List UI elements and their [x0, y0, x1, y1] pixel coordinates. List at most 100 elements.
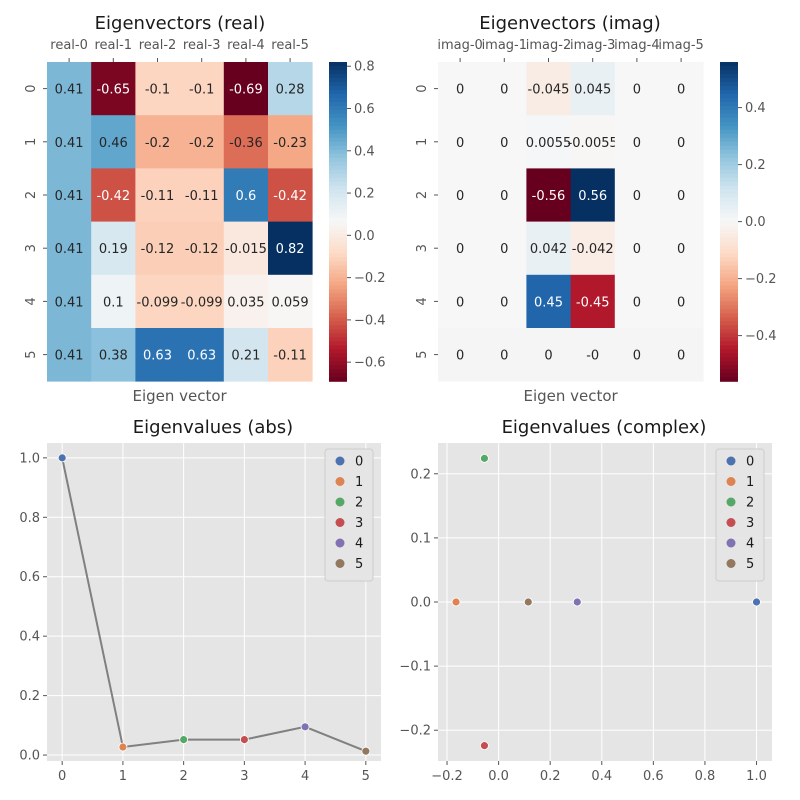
heatmap-cell	[570, 115, 616, 169]
colorbar-segment	[720, 357, 738, 362]
colorbar-segment	[720, 209, 738, 215]
colorbar-segment	[720, 221, 738, 227]
colorbar-segment	[329, 217, 347, 223]
heatmap-cell	[438, 274, 483, 329]
heatmap-cell	[482, 62, 527, 116]
cell-label: 0	[677, 242, 685, 257]
legend-marker	[726, 559, 736, 568]
cell-label: 0.042	[530, 242, 567, 257]
colorbar-segment	[720, 77, 738, 83]
data-point	[361, 746, 371, 756]
colorbar-segment	[720, 133, 738, 139]
colorbar-segment	[720, 173, 738, 179]
colorbar-segment	[720, 125, 738, 131]
heatmap-cell	[179, 168, 225, 222]
chart-title: Eigenvectors (real)	[95, 13, 266, 34]
colorbar-segment	[329, 201, 347, 207]
colorbar-segment	[329, 145, 347, 151]
colorbar-segment	[329, 309, 347, 314]
legend-label: 0	[746, 455, 754, 470]
legend-marker	[335, 518, 345, 527]
cell-label: 0	[633, 295, 641, 310]
colorbar-segment	[329, 129, 347, 135]
colorbar-segment	[720, 185, 738, 191]
cell-label: -0.42	[96, 189, 130, 204]
column-label: imag-1	[482, 38, 527, 53]
colorbar-segment	[720, 181, 738, 187]
column-label: real-5	[271, 38, 309, 53]
data-point	[480, 741, 489, 751]
x-axis-label: Eigen vector	[132, 387, 227, 405]
colorbar-segment	[329, 233, 347, 239]
cell-label: 0	[677, 83, 685, 98]
cell-label: 0	[500, 189, 508, 204]
x-tick-label: 0	[58, 769, 66, 784]
colorbar-segment	[720, 93, 738, 99]
colorbar-segment	[720, 253, 738, 259]
colorbar-segment	[329, 177, 347, 183]
colorbar-segment	[329, 85, 347, 91]
colorbar-segment	[329, 269, 347, 275]
cell-label: 0	[677, 136, 685, 151]
heatmap-panel-1: Eigenvectors (imag)0 0 -0.045 0.045 0 00 0 0.00…	[415, 13, 777, 405]
colorbar-segment	[720, 297, 738, 302]
colorbar-tick-label: 0.0	[745, 215, 766, 230]
colorbar-segment	[329, 249, 347, 255]
colorbar-tick-label: −0.2	[354, 271, 386, 286]
colorbar-segment	[329, 377, 347, 382]
row-label: 1	[415, 138, 430, 146]
colorbar-segment	[720, 341, 738, 346]
cell-label: -0.12	[185, 242, 219, 257]
heatmap-cell	[268, 328, 313, 382]
cell-label: 0	[633, 83, 641, 98]
cell-label: 0.82	[276, 242, 305, 257]
row-label: 0	[24, 84, 39, 92]
heatmap-cell	[179, 274, 225, 329]
colorbar-segment	[720, 229, 738, 235]
heatmap-cell	[438, 62, 483, 116]
cell-label: 0	[456, 349, 464, 364]
row-label: 1	[24, 138, 39, 146]
cell-label: 0.045	[574, 83, 611, 98]
data-point	[57, 453, 67, 463]
cell-label: 0	[500, 295, 508, 310]
colorbar-segment	[329, 341, 347, 346]
heatmap-panel-0: Eigenvectors (real)0.41 -0.65 -0.1 -0.1 -0.6…	[24, 13, 386, 405]
y-tick-label: 0.6	[19, 570, 40, 585]
colorbar-segment	[720, 293, 738, 299]
data-point	[300, 722, 310, 732]
heatmap-cell	[223, 62, 269, 116]
cell-label: 0.38	[99, 349, 128, 364]
cell-label: -0.23	[273, 136, 307, 151]
cell-label: -0.099	[181, 295, 223, 310]
row-label: 4	[24, 297, 39, 305]
colorbar-segment	[329, 81, 347, 87]
legend-label: 5	[746, 557, 754, 572]
panels: Eigenvectors (real)0.41 -0.65 -0.1 -0.1 -0.6…	[19, 13, 776, 784]
colorbar-segment	[720, 245, 738, 251]
colorbar-segment	[720, 73, 738, 79]
colorbar-segment	[720, 321, 738, 326]
colorbar-tick-label: −0.2	[745, 272, 777, 287]
heatmap-cell	[438, 168, 483, 222]
colorbar-segment	[720, 281, 738, 287]
cell-label: 0	[633, 349, 641, 364]
column-label: real-0	[50, 38, 88, 53]
colorbar-tick-label: 0.0	[354, 229, 375, 244]
heatmap-cell	[614, 168, 660, 222]
series-line	[61, 457, 367, 753]
heatmap-cell	[91, 328, 136, 382]
cell-label: -0.11	[273, 349, 307, 364]
heatmap-cell	[47, 115, 92, 169]
colorbar-segment	[329, 313, 347, 318]
colorbar-segment	[720, 62, 738, 67]
x-tick-label: 0.4	[591, 769, 612, 784]
colorbar-tick-label: −0.6	[354, 356, 386, 371]
column-label: real-4	[227, 38, 265, 53]
cell-label: 0	[456, 189, 464, 204]
heatmap-cell	[47, 221, 92, 276]
colorbar-segment	[329, 289, 347, 295]
colorbar-segment	[329, 373, 347, 378]
heatmap-cell	[659, 274, 704, 329]
